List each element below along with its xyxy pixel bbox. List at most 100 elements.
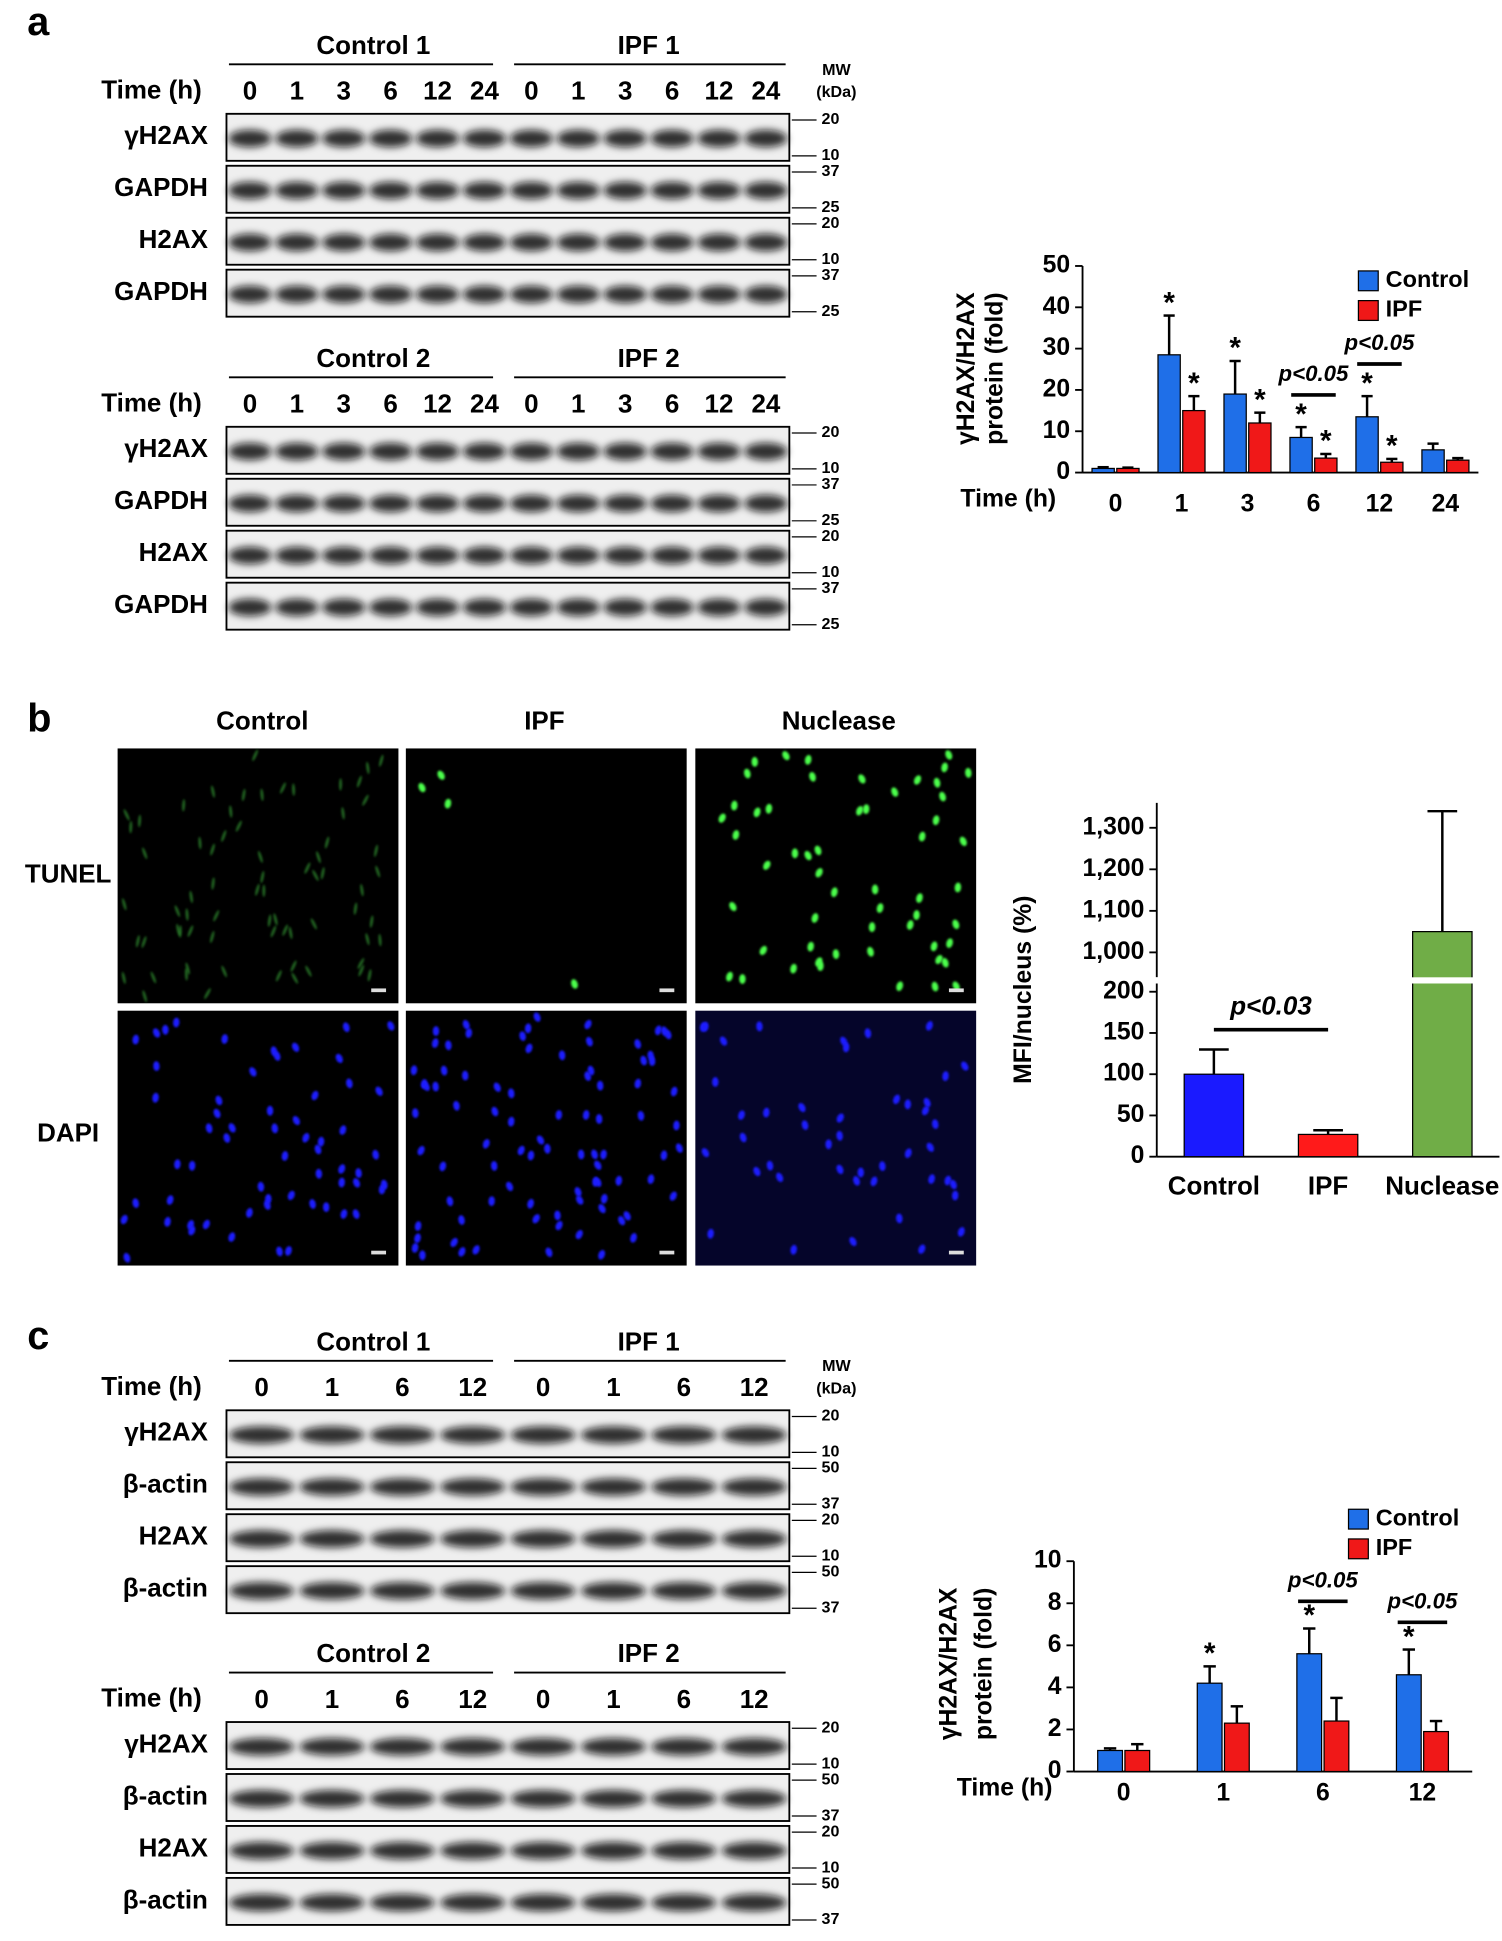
mw-label: 37 <box>822 1495 840 1513</box>
blot-band <box>462 494 507 513</box>
y-tick-label: 40 <box>1043 293 1071 320</box>
row-label: GAPDH <box>114 589 208 619</box>
nucleus <box>507 1116 515 1127</box>
nucleus <box>913 775 922 785</box>
lane-label: 0 <box>254 1684 268 1714</box>
y-tick-label: 1,200 <box>1082 855 1144 882</box>
nucleus <box>375 865 381 878</box>
nucleus <box>916 893 923 903</box>
nucleus <box>379 754 384 767</box>
nucleus <box>575 1229 583 1240</box>
x-tick-label: 6 <box>1316 1779 1330 1806</box>
nucleus <box>375 1086 383 1096</box>
nucleus <box>310 918 317 930</box>
nucleus <box>921 1105 930 1116</box>
lane-label: 24 <box>470 389 499 419</box>
blot-strip <box>225 477 791 527</box>
y-tick-label: 50 <box>1117 1101 1145 1128</box>
blot-band <box>697 494 741 513</box>
nucleus <box>817 961 824 972</box>
group-label: IPF 1 <box>618 1326 680 1356</box>
nucleus <box>252 749 259 761</box>
lane-label: 3 <box>337 389 351 419</box>
nucleus <box>753 807 761 818</box>
nucleus <box>352 1209 360 1219</box>
nucleus <box>182 799 186 812</box>
nucleus <box>832 949 840 960</box>
bar <box>1223 393 1247 474</box>
nucleus <box>311 1090 319 1101</box>
lane-label: 1 <box>290 76 304 106</box>
bar <box>1297 1133 1359 1158</box>
nucleus <box>120 1214 128 1225</box>
nucleus <box>945 750 953 760</box>
nucleus <box>291 1042 300 1052</box>
nucleus <box>941 762 948 773</box>
nucleus <box>623 1211 631 1221</box>
blot-band <box>275 494 319 513</box>
lane-label: 0 <box>254 1372 268 1402</box>
blot-band <box>744 598 788 617</box>
blot-band <box>581 1842 646 1860</box>
nucleus <box>185 908 189 921</box>
blot-band <box>299 1738 365 1756</box>
nucleus <box>918 1244 926 1254</box>
blot-band <box>275 442 319 461</box>
nucleus <box>418 782 426 793</box>
mw-label: 25 <box>822 302 840 320</box>
blot-band <box>650 285 694 304</box>
y-axis-label: protein (fold) <box>970 1588 997 1741</box>
nucleus <box>229 805 233 818</box>
nucleus <box>707 1228 714 1239</box>
blot-band <box>275 181 319 200</box>
mw-header: MW <box>822 1357 851 1375</box>
nucleus <box>571 979 578 989</box>
blot-band <box>370 1738 435 1756</box>
blot-band <box>697 285 741 304</box>
nucleus <box>420 1079 428 1089</box>
nucleus <box>584 1071 592 1082</box>
lane-label: 12 <box>458 1372 487 1402</box>
significance-star: * <box>1361 367 1373 400</box>
nucleus <box>517 1145 525 1156</box>
blot-band <box>721 1582 787 1600</box>
nucleus <box>574 1187 582 1197</box>
nucleus <box>444 798 452 809</box>
nucleus <box>132 1198 140 1209</box>
nucleus <box>965 767 972 778</box>
nucleus <box>739 974 746 984</box>
blot-band <box>370 1790 435 1808</box>
y-tick-label: 10 <box>1043 417 1071 444</box>
blot-strip <box>225 581 791 631</box>
blot-band <box>229 1530 295 1548</box>
nucleus <box>270 925 277 938</box>
mw-label: 10 <box>822 146 840 164</box>
nucleus <box>210 843 215 856</box>
blot-band <box>369 181 413 200</box>
blot-band <box>228 233 272 252</box>
bar <box>1124 1749 1151 1773</box>
lane-label: 6 <box>395 1372 409 1402</box>
mw-label: 37 <box>822 1910 840 1928</box>
nucleus <box>525 1043 533 1054</box>
lane-label: 24 <box>470 76 499 106</box>
blot-band <box>651 1426 717 1444</box>
nucleus <box>582 1110 590 1120</box>
nucleus <box>188 1160 196 1171</box>
bar <box>1314 457 1338 474</box>
blot-band <box>650 181 694 200</box>
bar <box>1116 467 1140 474</box>
significance-star: * <box>1204 1637 1216 1670</box>
x-tick-label: 6 <box>1307 490 1321 517</box>
blot-band <box>556 233 600 252</box>
blot-band <box>462 546 507 565</box>
nucleus <box>446 1196 454 1207</box>
blot-band <box>744 494 788 513</box>
blot-band <box>440 1790 506 1808</box>
nucleus <box>291 972 299 984</box>
nucleus <box>267 914 272 927</box>
bar <box>1412 931 1473 1158</box>
nucleus <box>316 851 321 864</box>
row-label: GAPDH <box>114 485 208 515</box>
x-tick-label: 0 <box>1117 1779 1131 1806</box>
